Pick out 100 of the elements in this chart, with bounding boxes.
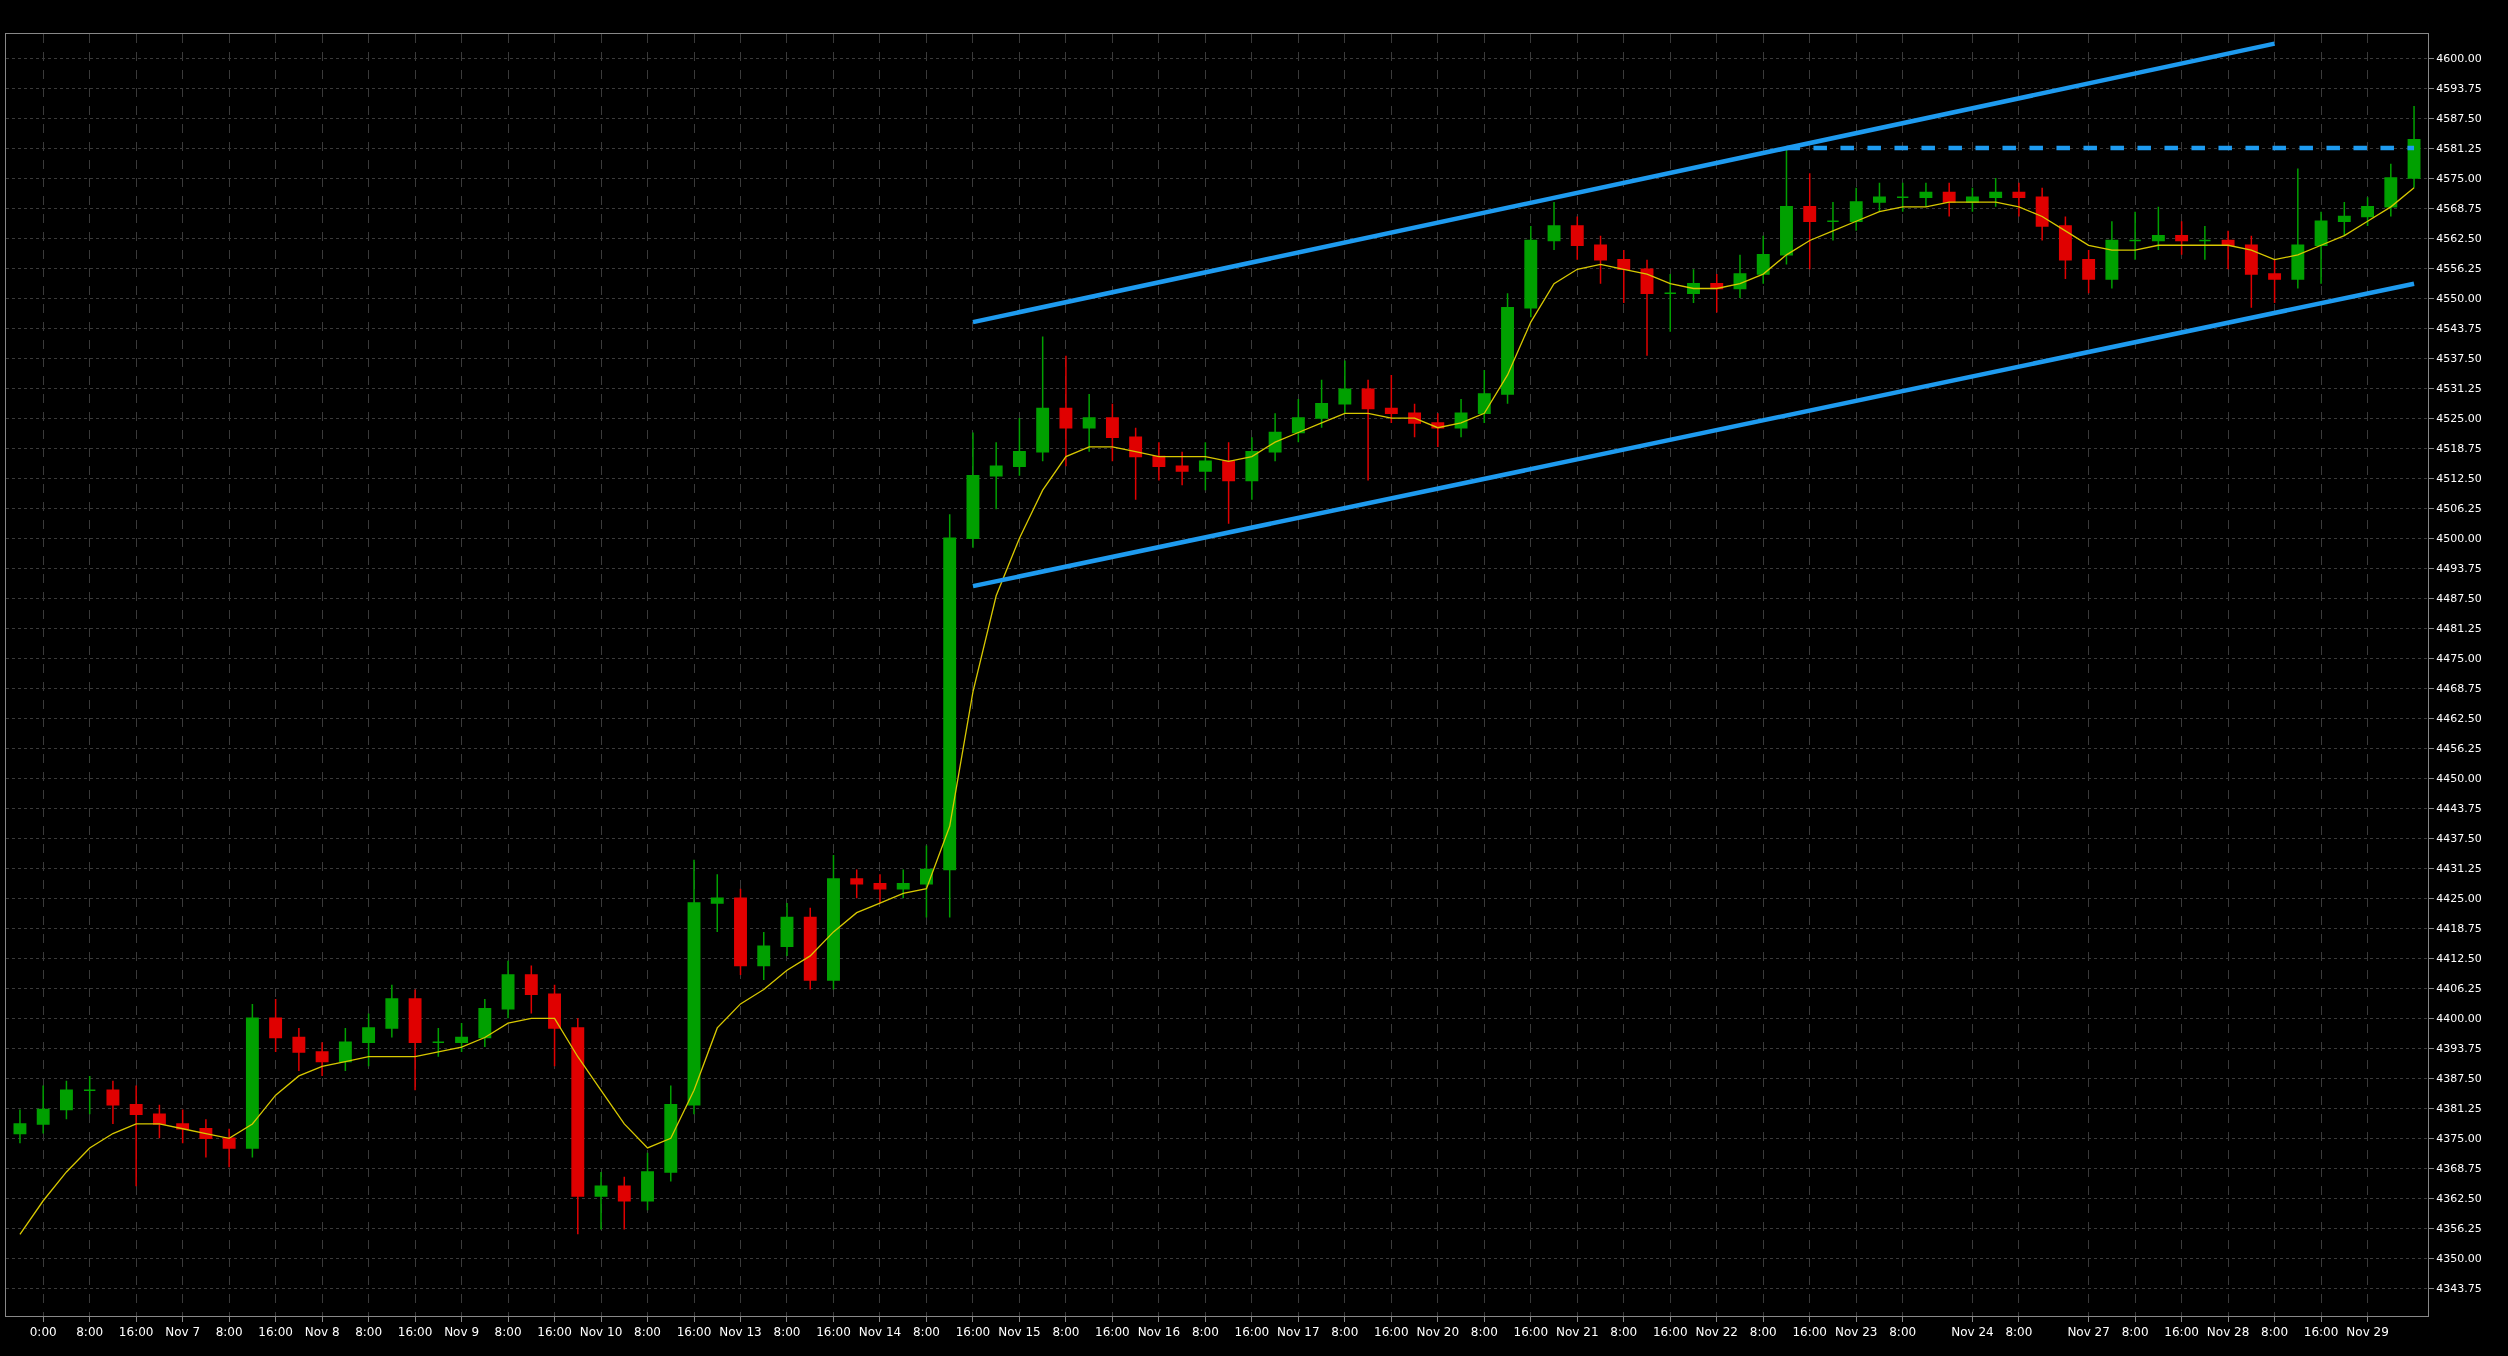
x-tick-label: Nov 10 (579, 1325, 623, 1340)
candlestick (129, 1084, 143, 1188)
candlestick (106, 1079, 120, 1125)
candlestick (1780, 147, 1793, 266)
y-tick-label: 4587.50 (2436, 111, 2482, 125)
candlestick (1012, 417, 1026, 477)
candlestick (734, 887, 747, 976)
y-tick-label: 4481.25 (2436, 622, 2482, 636)
y-tick-label: 4531.25 (2436, 381, 2482, 395)
x-tick-label: 16:00 (537, 1325, 572, 1340)
candlestick (803, 907, 817, 991)
y-tick-label: 4375.00 (2436, 1132, 2482, 1146)
x-tick-label: 8:00 (1749, 1325, 1777, 1340)
candlestick (2175, 220, 2189, 256)
x-tick-label: Nov 16 (1137, 1325, 1181, 1340)
y-tick-label: 4443.75 (2436, 802, 2482, 816)
candlestick (1384, 374, 1398, 424)
y-tick-label: 4518.75 (2436, 441, 2482, 455)
candlestick (385, 983, 399, 1039)
candlestick (687, 859, 701, 1116)
x-tick-label: 16:00 (1513, 1325, 1549, 1340)
y-tick-label: 4350.00 (2436, 1252, 2482, 1266)
x-tick-label: 16:00 (1652, 1325, 1688, 1340)
candlestick (408, 988, 422, 1092)
candlestick (1640, 258, 1654, 357)
y-tick-label: 4468.75 (2436, 682, 2482, 696)
x-tick-label: Nov 29 (2346, 1325, 2389, 1340)
x-tick-label: 8:00 (1889, 1325, 1917, 1340)
candlestick (1873, 182, 1886, 213)
candlestick (1826, 201, 1840, 242)
x-tick-label: 8:00 (1191, 1325, 1219, 1340)
x-tick-label: 8:00 (215, 1325, 243, 1340)
candlestick (1291, 398, 1305, 443)
candlestick (455, 1022, 469, 1053)
candlestick (2384, 162, 2398, 218)
x-tick-label: Nov 8 (304, 1325, 340, 1340)
x-tick-label: Nov 22 (1695, 1325, 1738, 1340)
candlestick (338, 1027, 352, 1072)
candlestick (83, 1075, 97, 1116)
candlestick (245, 1003, 259, 1159)
candlestick (1082, 393, 1096, 453)
candlestick (2082, 249, 2096, 295)
candlestick (571, 1017, 585, 1236)
y-tick-label: 4537.50 (2436, 351, 2482, 365)
x-tick-label: 16:00 (258, 1325, 293, 1340)
y-tick-label: 4462.50 (2436, 712, 2482, 726)
x-tick-label: 16:00 (1234, 1325, 1270, 1340)
x-tick-label: 8:00 (1052, 1325, 1080, 1340)
y-tick-label: 4568.75 (2436, 201, 2482, 215)
x-tick-label: Nov 13 (719, 1325, 762, 1340)
x-tick-label: Nov 28 (2206, 1325, 2250, 1340)
candlestick (1733, 254, 1747, 299)
candlestick (2314, 210, 2328, 285)
x-tick-label: Nov 14 (858, 1325, 902, 1340)
candlestick (1477, 369, 1491, 424)
x-tick-label: 8:00 (1470, 1325, 1498, 1340)
y-tick-label: 4556.25 (2436, 261, 2482, 275)
candlestick (1222, 441, 1236, 525)
y-tick-label: 4418.75 (2436, 922, 2482, 936)
y-tick-label: 4362.50 (2436, 1192, 2482, 1206)
y-tick-label: 4543.75 (2436, 321, 2482, 335)
candlestick (920, 844, 933, 919)
candlestick (1524, 225, 1538, 319)
x-tick-label: Nov 21 (1556, 1325, 1599, 1340)
candlestick (2291, 167, 2305, 290)
candlestick (222, 1127, 236, 1168)
y-tick-label: 4593.75 (2436, 81, 2482, 95)
candlestick (1594, 234, 1607, 285)
candlestick (2012, 182, 2026, 218)
candlestick (989, 441, 1003, 511)
candlestick (943, 513, 957, 919)
x-tick-label: Nov 23 (1834, 1325, 1878, 1340)
x-tick-label: 8:00 (2005, 1325, 2033, 1340)
x-tick-label: 16:00 (2164, 1325, 2199, 1340)
x-tick-label: 8:00 (773, 1325, 801, 1340)
candlestick (1896, 182, 1910, 213)
x-tick-label: 8:00 (76, 1325, 104, 1340)
candlestick (617, 1176, 631, 1231)
y-tick-label: 4425.00 (2436, 892, 2482, 906)
x-tick-label: Nov 9 (444, 1325, 480, 1340)
x-tick-label: 0:00 (29, 1325, 57, 1340)
y-tick-label: 4475.00 (2436, 652, 2482, 666)
y-tick-label: 4450.00 (2436, 772, 2482, 786)
x-tick-label: Nov 24 (1951, 1325, 1994, 1340)
candlestick (1756, 234, 1770, 285)
candlestick (1547, 201, 1561, 251)
candlestick (13, 1108, 27, 1144)
x-tick-label: Nov 20 (1416, 1325, 1460, 1340)
candlestick (757, 931, 771, 981)
candlestick (827, 854, 840, 991)
candlestick (315, 1041, 329, 1077)
candlestick (2035, 186, 2049, 242)
y-tick-label: 4406.25 (2436, 982, 2482, 996)
y-tick-label: 4493.75 (2436, 562, 2482, 576)
candlestick (1198, 441, 1212, 491)
candlestick (1617, 249, 1631, 304)
candlestick (2361, 196, 2375, 227)
candlestick (1570, 215, 1584, 261)
y-tick-label: 4356.25 (2436, 1222, 2482, 1236)
candlestick (966, 431, 980, 549)
